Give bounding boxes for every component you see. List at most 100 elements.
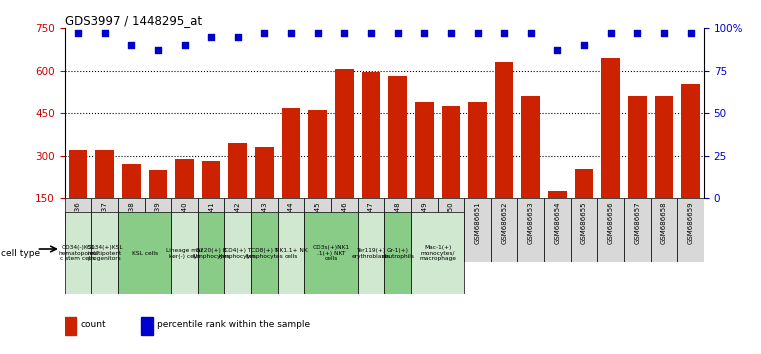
Point (365, 30, 377, 36)
Text: CD4(+) T
lymphocytes: CD4(+) T lymphocytes (219, 248, 256, 258)
Text: B220(+) B
lymphocytes: B220(+) B lymphocytes (193, 248, 230, 258)
Text: GSM686636: GSM686636 (75, 201, 81, 244)
Bar (255, 147, 274, 241)
Bar (198, 212, 224, 294)
Bar (171, 198, 198, 262)
Bar (65, 198, 91, 262)
Point (604, 30, 616, 36)
Bar (597, 198, 624, 262)
Bar (65, 212, 91, 294)
Text: KSL cells: KSL cells (132, 251, 158, 256)
Text: GSM686654: GSM686654 (555, 201, 560, 244)
Text: Mac-1(+)
monocytes/
macrophage: Mac-1(+) monocytes/ macrophage (419, 245, 456, 261)
Text: cell type: cell type (1, 249, 40, 258)
Text: GSM686638: GSM686638 (129, 201, 134, 244)
Bar (171, 212, 198, 294)
Text: GSM686652: GSM686652 (501, 201, 507, 244)
Text: GSM686641: GSM686641 (209, 201, 214, 244)
Text: GSM686646: GSM686646 (342, 201, 347, 244)
Bar (65, 317, 76, 335)
Bar (517, 198, 544, 262)
Text: NK1.1+ NK
cells: NK1.1+ NK cells (275, 248, 307, 258)
Bar (388, 76, 407, 241)
Text: GSM686651: GSM686651 (475, 201, 480, 244)
Text: GSM686645: GSM686645 (315, 201, 320, 244)
Point (125, 42, 137, 48)
Point (471, 30, 484, 36)
Bar (304, 212, 358, 294)
Bar (358, 198, 384, 262)
Point (498, 30, 510, 36)
Bar (491, 198, 517, 262)
Text: GSM686639: GSM686639 (155, 201, 161, 244)
Text: GSM686655: GSM686655 (581, 201, 587, 244)
Bar (251, 212, 278, 294)
Bar (68, 150, 88, 241)
Text: GSM686644: GSM686644 (288, 201, 294, 244)
Bar (358, 212, 384, 294)
Bar (202, 161, 221, 241)
Point (524, 30, 537, 36)
Bar (142, 317, 152, 335)
Text: CD3s(+)NK1
.1(+) NKT
cells: CD3s(+)NK1 .1(+) NKT cells (313, 245, 349, 261)
Text: Ter119(+)
erythroblasts: Ter119(+) erythroblasts (352, 248, 390, 258)
Point (151, 47, 164, 53)
Bar (601, 58, 620, 241)
Bar (384, 212, 411, 294)
Bar (91, 198, 118, 262)
Bar (304, 198, 331, 262)
Bar (548, 191, 567, 241)
Text: GSM686656: GSM686656 (608, 201, 613, 244)
Point (72, 30, 84, 36)
Bar (145, 198, 171, 262)
Bar (677, 198, 704, 262)
Text: GSM686637: GSM686637 (102, 201, 107, 244)
Bar (571, 198, 597, 262)
Text: CD8(+) T
lymphocytes: CD8(+) T lymphocytes (246, 248, 283, 258)
Bar (282, 108, 301, 241)
Text: CD34(-)KSL
hematopoieti
c stem cells: CD34(-)KSL hematopoieti c stem cells (59, 245, 97, 261)
Bar (251, 198, 278, 262)
Bar (118, 212, 171, 294)
Bar (278, 198, 304, 262)
Text: GSM686642: GSM686642 (235, 201, 240, 244)
Point (338, 30, 350, 36)
Bar (95, 150, 114, 241)
Text: GSM686659: GSM686659 (688, 201, 693, 244)
Bar (224, 212, 251, 294)
Bar (118, 198, 145, 262)
Bar (464, 198, 491, 262)
Bar (411, 198, 438, 262)
Bar (224, 198, 251, 262)
Point (231, 34, 244, 40)
Bar (624, 198, 651, 262)
Text: GDS3997 / 1448295_at: GDS3997 / 1448295_at (65, 14, 202, 27)
Bar (384, 198, 411, 262)
Point (178, 42, 190, 48)
Bar (651, 198, 677, 262)
Bar (495, 62, 514, 241)
Point (258, 30, 271, 36)
Bar (681, 84, 700, 241)
Bar (308, 110, 327, 241)
Point (419, 30, 431, 36)
Text: Gr-1(+)
neutrophils: Gr-1(+) neutrophils (381, 248, 414, 258)
Bar (521, 96, 540, 241)
Bar (441, 106, 460, 241)
Text: GSM686650: GSM686650 (448, 201, 454, 244)
Text: GSM686653: GSM686653 (528, 201, 533, 244)
Point (285, 30, 297, 36)
Bar (415, 102, 434, 241)
Bar (575, 169, 594, 241)
Text: GSM686657: GSM686657 (635, 201, 640, 244)
Point (578, 42, 590, 48)
Text: count: count (81, 320, 107, 330)
Bar (361, 72, 380, 241)
Text: GSM686647: GSM686647 (368, 201, 374, 244)
Bar (468, 102, 487, 241)
Bar (148, 171, 167, 241)
Bar (654, 96, 673, 241)
Point (684, 30, 696, 36)
Point (631, 30, 643, 36)
Bar (335, 69, 354, 241)
